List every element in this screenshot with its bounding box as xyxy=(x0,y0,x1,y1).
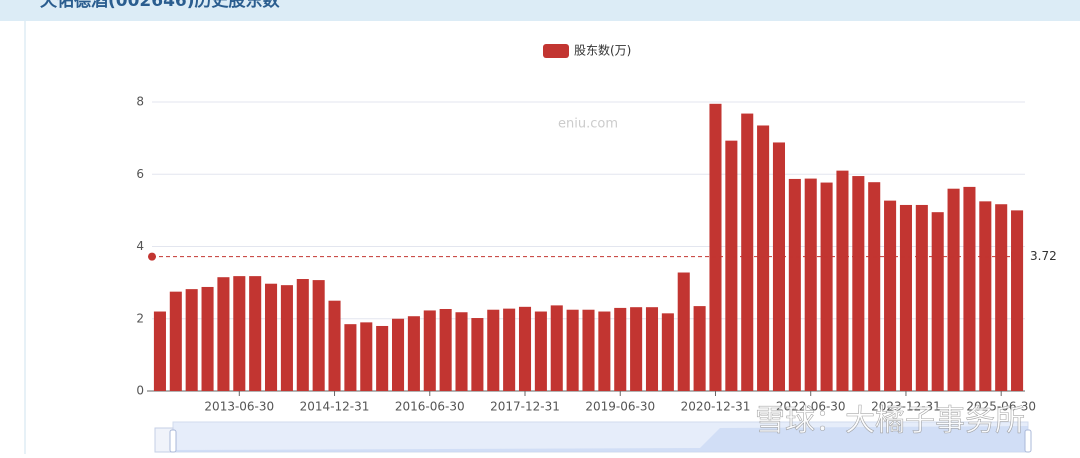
bar xyxy=(249,276,262,391)
average-start xyxy=(148,252,156,261)
bar xyxy=(1011,210,1024,391)
bar xyxy=(741,113,754,391)
data-zoom[interactable] xyxy=(154,421,1032,453)
bar xyxy=(503,308,516,391)
x-tick-label: 2022-06-30 xyxy=(776,400,846,414)
bar xyxy=(518,306,532,391)
legend-label[interactable]: 股东数(万) xyxy=(574,43,631,58)
bar xyxy=(153,311,166,391)
bar xyxy=(725,140,738,391)
bar xyxy=(614,307,627,391)
bar xyxy=(169,291,182,391)
header-bar xyxy=(0,0,1080,21)
bar xyxy=(693,306,706,391)
bar xyxy=(566,309,579,391)
bar xyxy=(201,286,214,391)
bar xyxy=(328,300,341,391)
bar xyxy=(884,200,897,391)
legend-swatch[interactable] xyxy=(543,44,569,58)
bar xyxy=(217,277,230,391)
y-tick-label: 6 xyxy=(136,167,144,181)
bar xyxy=(645,307,659,391)
bar xyxy=(772,142,786,391)
bar xyxy=(677,272,690,391)
y-tick-label: 4 xyxy=(136,239,144,253)
bar xyxy=(757,125,770,391)
bar xyxy=(868,182,881,391)
x-tick-label: 2013-06-30 xyxy=(204,400,274,414)
bar xyxy=(423,310,436,391)
bar xyxy=(439,308,452,391)
average-arrow xyxy=(1011,251,1021,262)
bar xyxy=(947,188,960,391)
bar xyxy=(598,311,611,391)
x-tick-label: 2019-06-30 xyxy=(585,400,655,414)
x-tick-label: 2023-12-31 xyxy=(871,400,941,414)
watermark: 雪球：大橘子事务所 xyxy=(755,404,1025,439)
x-tick-label: 2016-06-30 xyxy=(395,400,465,414)
bar xyxy=(280,285,293,391)
bar xyxy=(820,182,833,391)
bar xyxy=(407,316,420,391)
bar xyxy=(391,318,405,391)
bar xyxy=(979,201,992,391)
bar xyxy=(312,280,325,391)
bar xyxy=(233,276,246,391)
bar xyxy=(995,204,1008,391)
bar xyxy=(534,311,547,391)
bar xyxy=(487,309,500,391)
bar xyxy=(630,307,643,391)
bar xyxy=(185,289,198,391)
bar xyxy=(455,312,468,391)
chart-title: 天佑德酒(002646)历史股东数 xyxy=(40,0,281,11)
bar xyxy=(836,170,849,391)
bar xyxy=(360,322,373,391)
y-tick-label: 2 xyxy=(136,311,144,325)
x-tick-label: 2017-12-31 xyxy=(490,400,560,414)
x-tick-label: 2014-12-31 xyxy=(300,400,370,414)
watermark: eniu.com xyxy=(558,117,618,132)
bar xyxy=(709,103,722,392)
y-tick-label: 8 xyxy=(136,95,144,109)
bar xyxy=(963,186,976,391)
bar xyxy=(915,204,928,391)
bar xyxy=(788,178,801,391)
bar xyxy=(804,178,817,391)
bar xyxy=(471,318,484,391)
y-tick-label: 0 xyxy=(136,384,144,398)
bar xyxy=(931,212,944,391)
bar xyxy=(296,279,309,391)
bar xyxy=(550,305,563,391)
bar xyxy=(265,283,278,391)
x-tick-label: 2020-12-31 xyxy=(681,400,751,414)
bar xyxy=(661,313,674,391)
bar xyxy=(344,324,357,391)
average-label: 3.72 xyxy=(1030,249,1057,263)
bar xyxy=(852,176,865,391)
bar xyxy=(899,204,912,391)
bar xyxy=(582,309,595,391)
x-tick-label: 2025-06-30 xyxy=(966,400,1036,414)
bar xyxy=(376,325,389,391)
